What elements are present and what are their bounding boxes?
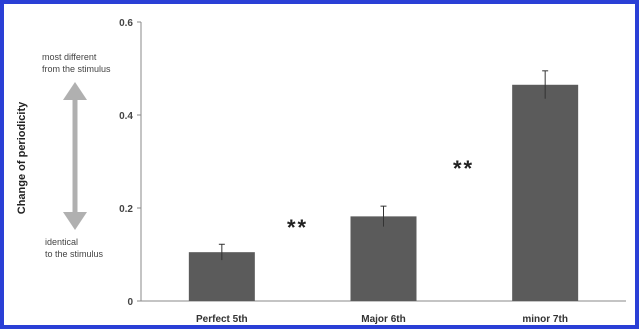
category-label: Perfect 5th bbox=[196, 314, 248, 325]
y-tick-label: 0.4 bbox=[119, 111, 133, 122]
annotation-from-the-stimulus: from the stimulus bbox=[42, 64, 111, 74]
category-label: Major 6th bbox=[361, 314, 405, 325]
significance-marker-1: ** bbox=[287, 215, 308, 240]
bar bbox=[188, 252, 255, 301]
bar bbox=[350, 216, 417, 301]
bars bbox=[188, 84, 579, 302]
error-bars bbox=[218, 70, 549, 261]
bar bbox=[512, 84, 579, 302]
y-tick-label: 0 bbox=[127, 297, 133, 308]
annotation-to-the-stimulus: to the stimulus bbox=[45, 249, 104, 259]
annotation-most-different: most different bbox=[42, 52, 97, 62]
category-label: minor 7th bbox=[522, 314, 568, 325]
y-tick-label: 0.6 bbox=[119, 18, 133, 29]
y-tick-label: 0.2 bbox=[119, 204, 133, 215]
annotation-identical: identical bbox=[45, 237, 78, 247]
range-arrow bbox=[63, 82, 87, 230]
significance-marker-2: ** bbox=[453, 156, 474, 181]
y-ticks: 0 0.2 0.4 0.6 bbox=[119, 18, 141, 308]
category-labels: Perfect 5th Major 6th minor 7th bbox=[196, 314, 568, 325]
y-axis-label: Change of periodicity bbox=[16, 101, 28, 214]
